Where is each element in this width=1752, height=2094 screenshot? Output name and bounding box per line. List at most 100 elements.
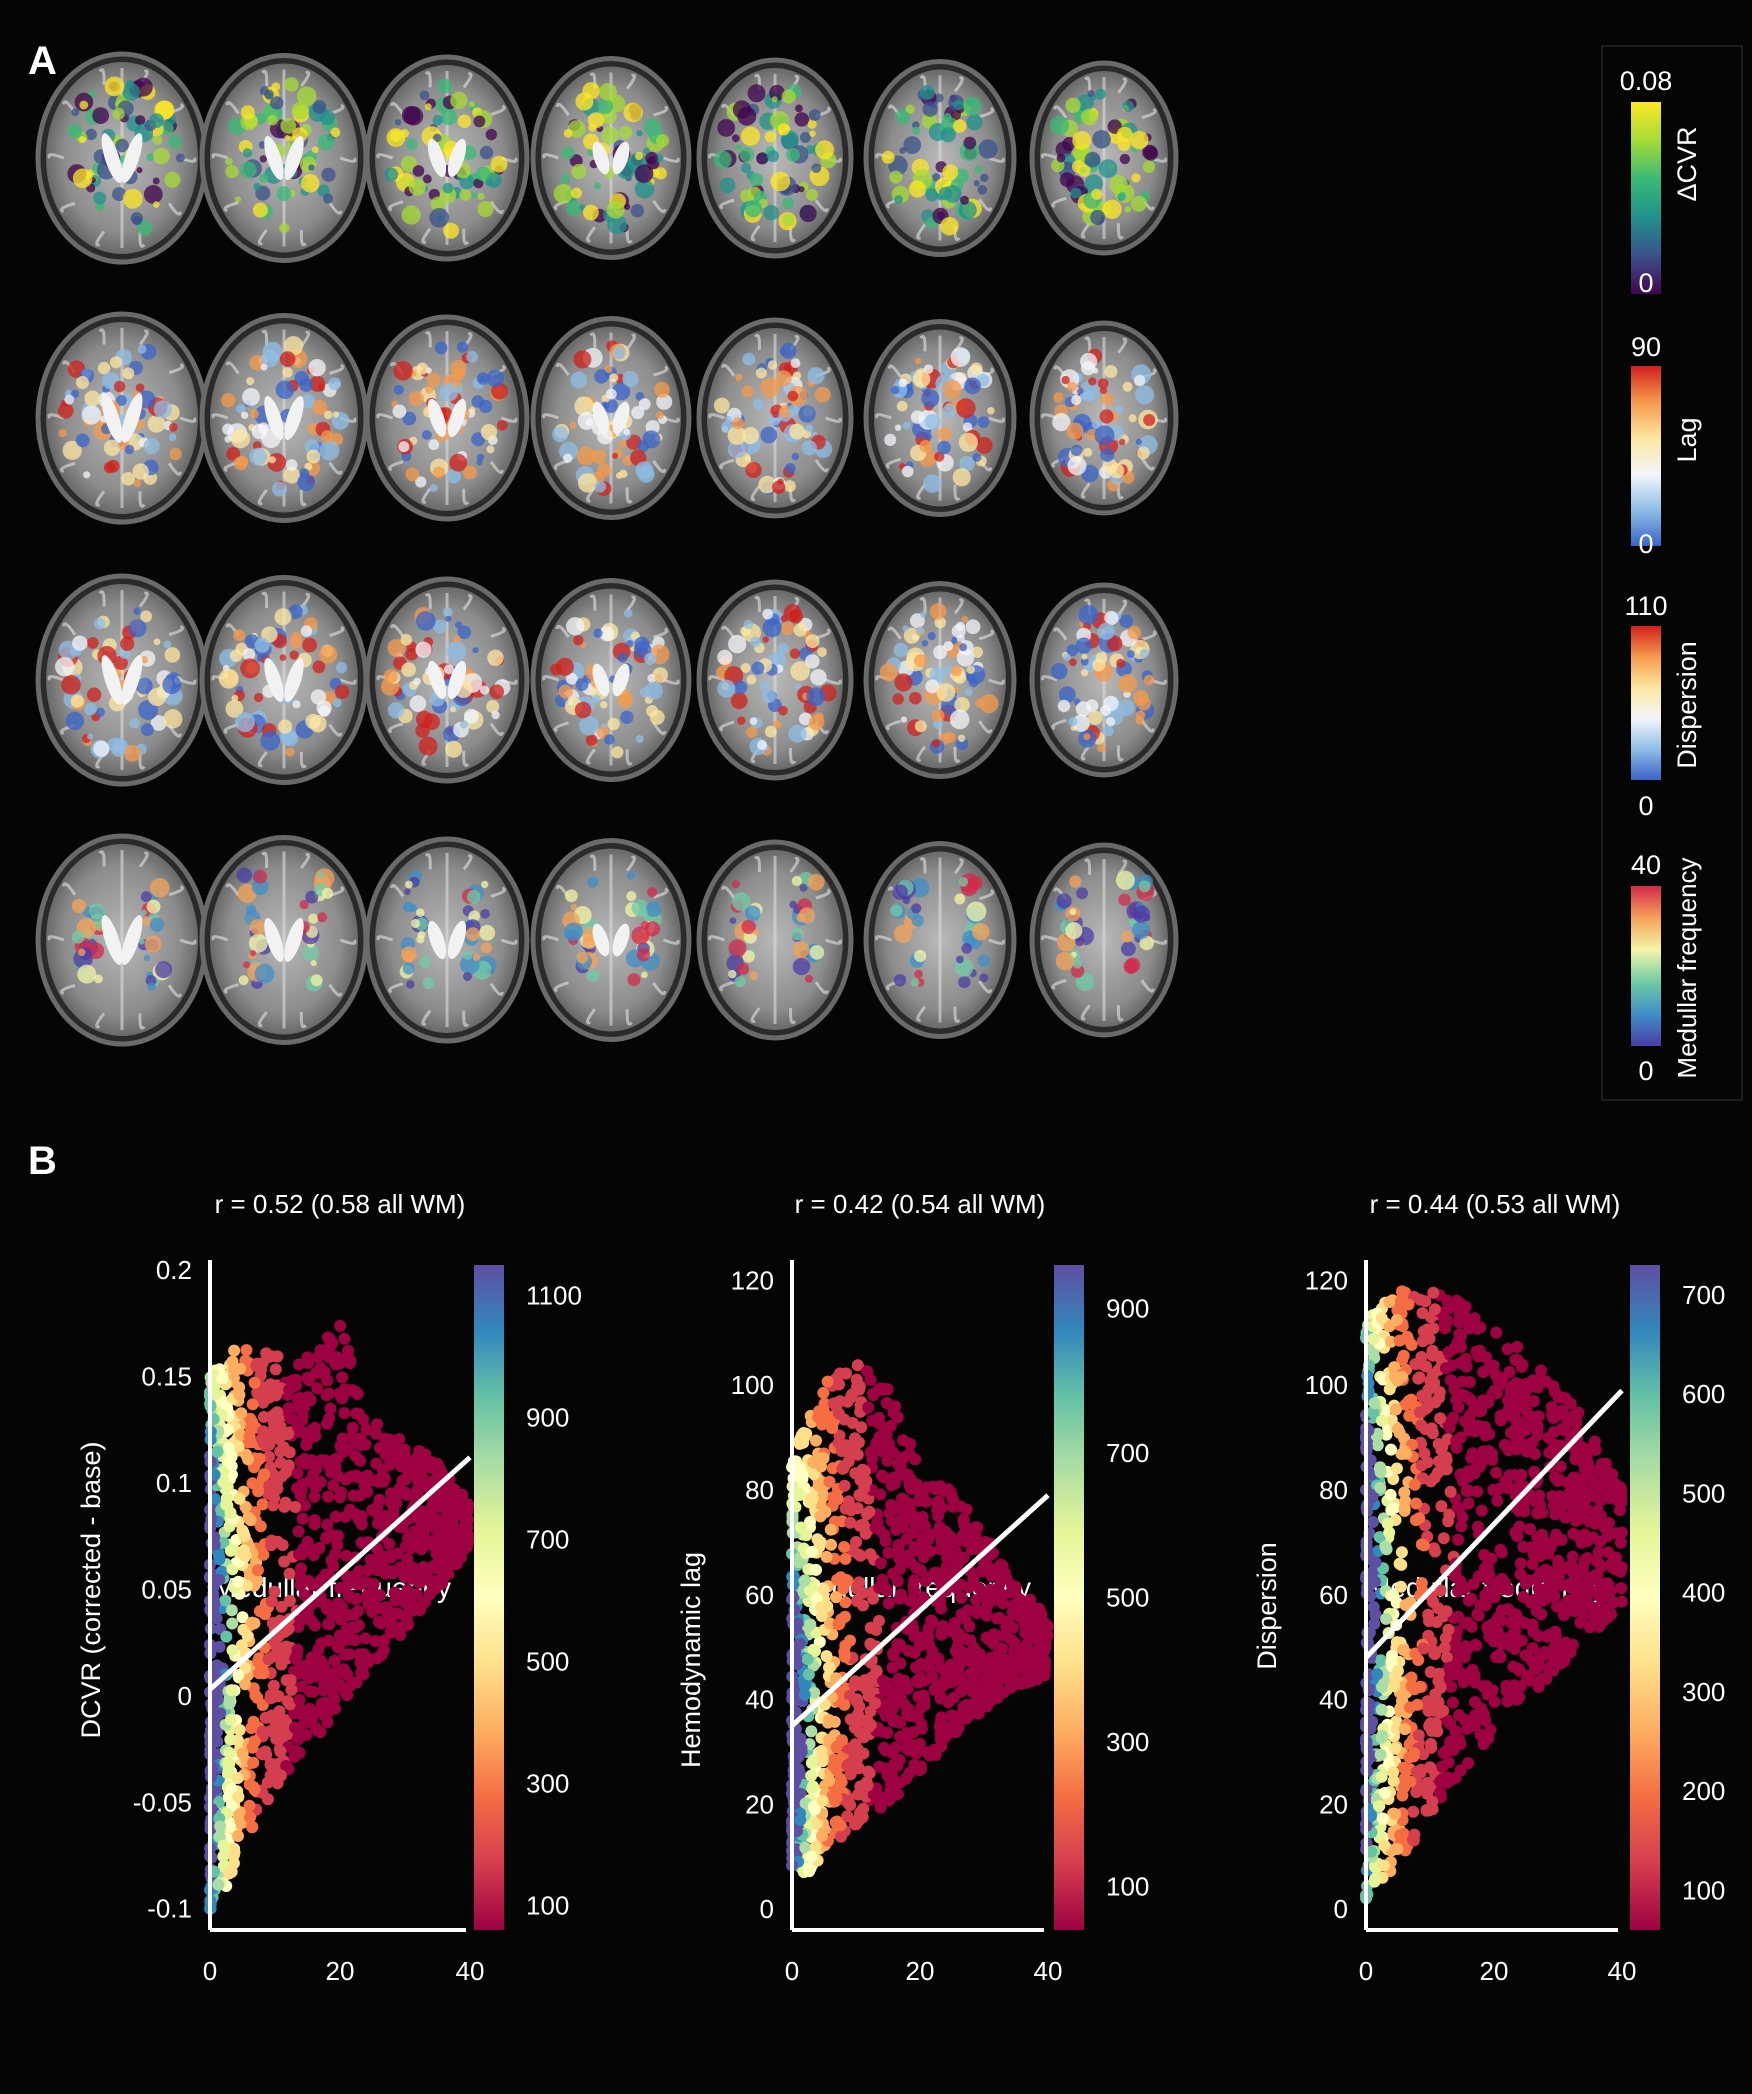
data-point xyxy=(1508,1624,1521,1637)
brain-slice-lag-7 xyxy=(1029,320,1179,516)
data-point xyxy=(1552,1559,1565,1572)
data-point xyxy=(303,1374,316,1387)
data-point xyxy=(1007,1667,1020,1680)
data-point xyxy=(1474,1728,1487,1741)
data-point xyxy=(232,1830,244,1842)
data-point xyxy=(1458,1617,1471,1630)
data-point xyxy=(1508,1679,1521,1692)
data-point xyxy=(1456,1511,1469,1524)
data-point xyxy=(234,1362,246,1375)
data-point xyxy=(1427,1286,1440,1299)
data-point xyxy=(428,1540,441,1553)
data-point xyxy=(1490,1651,1503,1664)
brain-slice-dispersion-3 xyxy=(364,576,530,784)
data-point xyxy=(1415,1406,1427,1419)
chart-2-ytick: 100 xyxy=(1305,1370,1348,1400)
data-point xyxy=(1518,1505,1531,1518)
data-point xyxy=(935,1530,948,1543)
data-point xyxy=(840,1439,852,1452)
data-point xyxy=(1367,1406,1380,1419)
data-point xyxy=(1384,1488,1397,1501)
data-point xyxy=(934,1543,947,1556)
data-point xyxy=(256,1498,269,1511)
data-point xyxy=(1518,1616,1531,1629)
data-point xyxy=(302,1391,315,1404)
data-point xyxy=(851,1359,864,1372)
data-point xyxy=(887,1406,900,1419)
data-point xyxy=(436,1562,449,1575)
data-point xyxy=(1415,1419,1428,1432)
data-point xyxy=(883,1705,896,1718)
data-point xyxy=(1463,1322,1476,1335)
data-point xyxy=(267,1416,280,1429)
data-point xyxy=(816,1755,829,1768)
chart-1-ytick: 60 xyxy=(745,1580,774,1610)
data-point xyxy=(893,1592,906,1605)
data-point xyxy=(321,1417,334,1430)
chart-0-ytick: -0.05 xyxy=(133,1787,192,1817)
data-point xyxy=(1524,1596,1537,1609)
data-point xyxy=(1465,1451,1478,1464)
data-point xyxy=(1398,1723,1411,1736)
data-point xyxy=(418,1596,431,1608)
data-point xyxy=(801,1653,814,1666)
chart-1-ylabel: Hemodynamic lag xyxy=(676,1552,706,1768)
data-point xyxy=(360,1423,373,1436)
brain-slice-dispersion-2 xyxy=(199,575,369,785)
data-point xyxy=(1452,1401,1465,1414)
data-point xyxy=(1415,1459,1428,1472)
data-point xyxy=(1384,1335,1397,1348)
data-point xyxy=(993,1658,1006,1671)
data-point xyxy=(824,1523,837,1536)
data-point xyxy=(1559,1511,1572,1524)
data-point xyxy=(1414,1766,1427,1779)
brain-slice-medullar-1 xyxy=(35,833,209,1047)
data-point xyxy=(1033,1602,1046,1615)
data-point xyxy=(809,1645,821,1657)
data-point xyxy=(1574,1616,1587,1629)
data-point xyxy=(332,1470,345,1483)
data-point xyxy=(1540,1672,1553,1685)
data-point xyxy=(432,1579,445,1591)
data-point xyxy=(862,1678,875,1691)
data-point xyxy=(1472,1609,1485,1622)
data-point xyxy=(1471,1485,1484,1498)
chart-2-ytick: 0 xyxy=(1334,1894,1348,1924)
data-point xyxy=(1376,1680,1388,1693)
data-point xyxy=(857,1599,869,1612)
data-point xyxy=(844,1516,857,1529)
data-point xyxy=(816,1830,828,1842)
data-point xyxy=(324,1402,337,1415)
data-point xyxy=(400,1540,412,1553)
chart-0-ytick: 0.1 xyxy=(156,1468,192,1498)
colorbar-lag: 90 0 Lag xyxy=(1631,332,1702,559)
data-point xyxy=(846,1388,859,1401)
data-point xyxy=(827,1491,840,1504)
data-point xyxy=(303,1542,316,1555)
data-point xyxy=(213,1796,226,1809)
brain-slice-dispersion-4 xyxy=(530,578,692,782)
data-point xyxy=(833,1367,846,1380)
data-point xyxy=(264,1378,277,1391)
data-point xyxy=(864,1446,877,1459)
data-point xyxy=(1449,1568,1462,1581)
data-point xyxy=(245,1722,258,1734)
data-point xyxy=(1501,1343,1514,1355)
data-point xyxy=(236,1747,249,1760)
data-point xyxy=(283,1383,296,1396)
data-point xyxy=(312,1456,324,1469)
data-point xyxy=(992,1648,1005,1661)
data-point xyxy=(1434,1584,1447,1597)
data-point xyxy=(1013,1655,1026,1668)
data-point xyxy=(917,1689,930,1702)
data-point xyxy=(1389,1671,1401,1684)
data-point xyxy=(1560,1597,1573,1610)
data-point xyxy=(1398,1502,1411,1515)
data-point xyxy=(369,1556,382,1569)
data-point xyxy=(1524,1523,1537,1536)
data-point xyxy=(960,1698,973,1711)
data-point xyxy=(823,1714,836,1726)
data-point xyxy=(972,1707,985,1720)
data-point xyxy=(252,1655,264,1668)
data-point xyxy=(283,1698,296,1711)
